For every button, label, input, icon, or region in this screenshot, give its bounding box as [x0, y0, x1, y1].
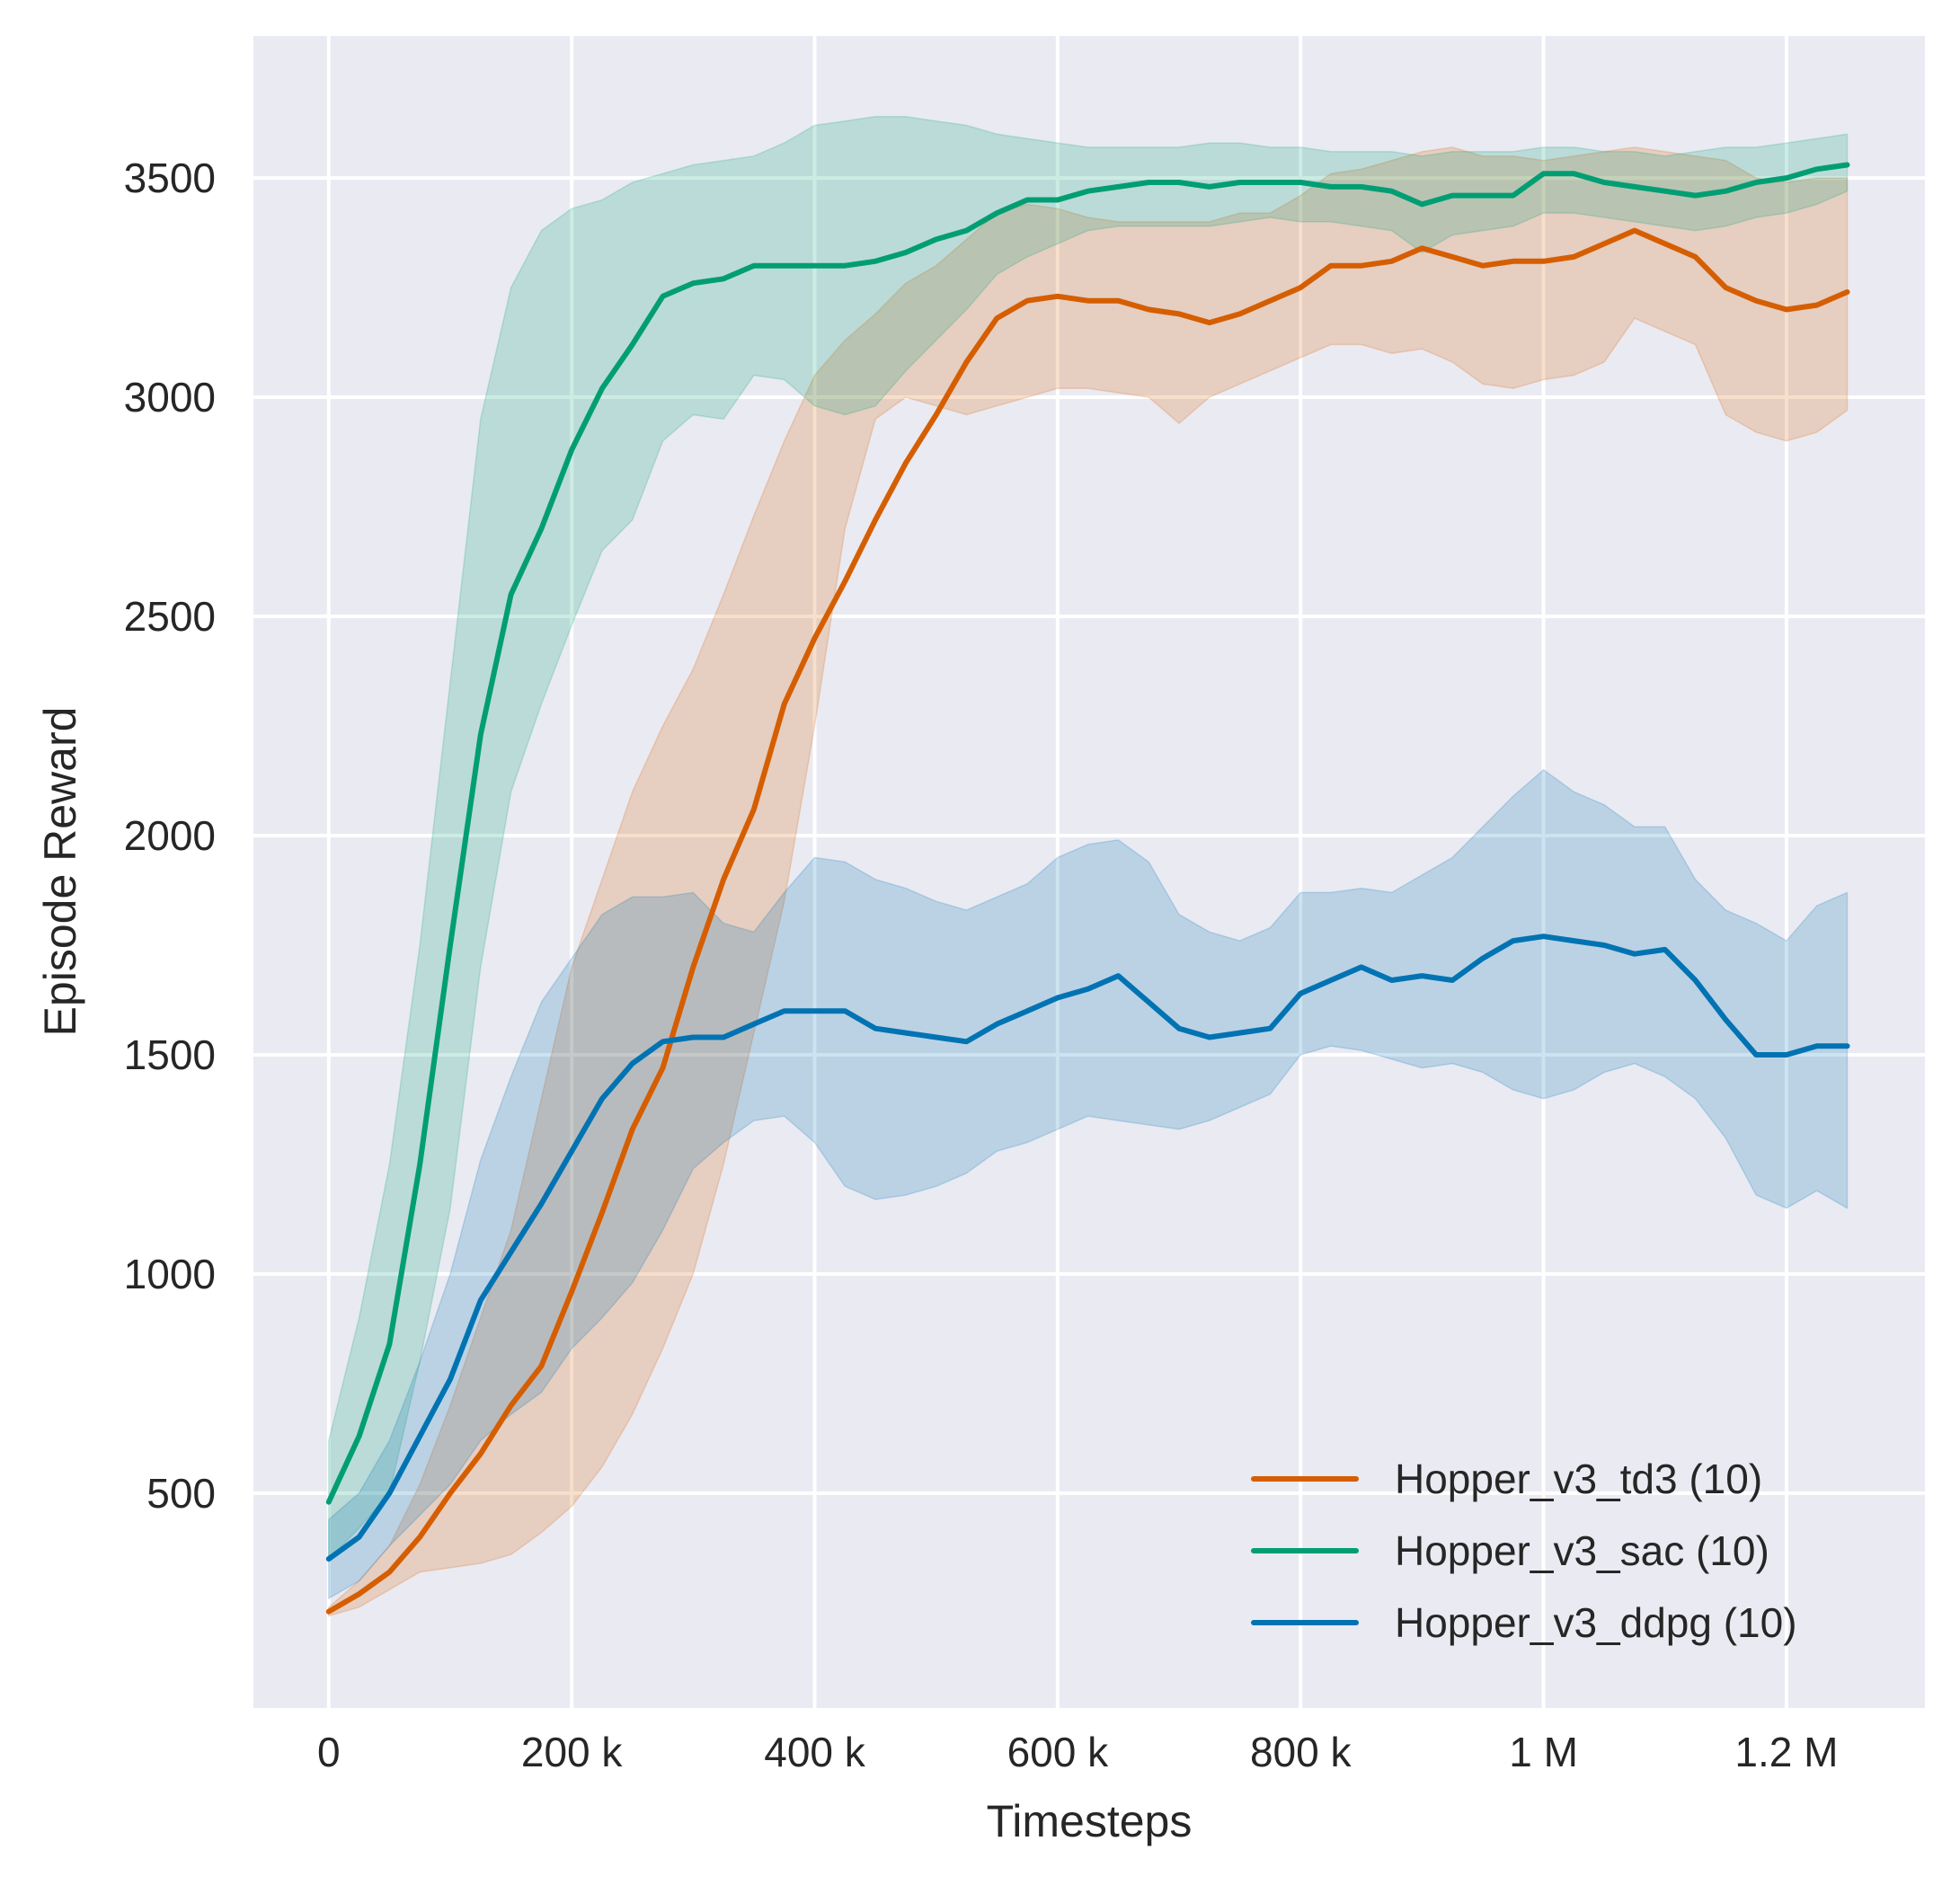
- legend-label: Hopper_v3_sac (10): [1395, 1527, 1769, 1574]
- y-tick-label: 2500: [124, 593, 216, 640]
- confidence-bands: [328, 116, 1849, 1617]
- legend-item: Hopper_v3_ddpg (10): [1251, 1599, 1797, 1646]
- x-axis-label: Timesteps: [987, 1796, 1193, 1846]
- y-tick-label: 3000: [124, 374, 216, 420]
- x-tick-label: 200 k: [521, 1729, 624, 1775]
- x-tick-label: 800 k: [1250, 1729, 1352, 1775]
- legend: Hopper_v3_td3 (10) Hopper_v3_sac (10) Hopp…: [1251, 1456, 1797, 1646]
- legend-item: Hopper_v3_sac (10): [1251, 1527, 1769, 1574]
- series-line-0: [325, 227, 1850, 1615]
- y-tick-label: 1000: [124, 1251, 216, 1297]
- x-tick-label: 0: [317, 1729, 341, 1775]
- y-axis-label: Episode Reward: [35, 707, 85, 1037]
- series-line-2: [325, 934, 1850, 1562]
- y-tick-label: 2000: [124, 812, 216, 859]
- x-tick-label: 1 M: [1509, 1729, 1578, 1775]
- grid-lines: [253, 36, 1925, 1708]
- x-tick-label: 600 k: [1007, 1729, 1110, 1775]
- y-tick-label: 3500: [124, 155, 216, 201]
- legend-item: Hopper_v3_td3 (10): [1251, 1456, 1762, 1502]
- plot-background: [253, 36, 1925, 1708]
- confidence-band-1: [328, 116, 1849, 1561]
- y-tick-label: 500: [146, 1470, 216, 1517]
- series-line-1: [325, 162, 1850, 1505]
- legend-label: Hopper_v3_td3 (10): [1395, 1456, 1762, 1502]
- y-tick-label: 1500: [124, 1031, 216, 1078]
- confidence-band-0: [328, 146, 1849, 1617]
- x-tick-label: 400 k: [764, 1729, 866, 1775]
- x-tick-labels: 0 200 k 400 k 600 k 800 k 1 M 1.2 M: [317, 1729, 1838, 1775]
- y-tick-labels: 500 1000 1500 2000 2500 3000 3500: [124, 155, 216, 1517]
- legend-label: Hopper_v3_ddpg (10): [1395, 1599, 1797, 1646]
- series-lines: [325, 162, 1850, 1615]
- x-tick-label: 1.2 M: [1734, 1729, 1838, 1775]
- confidence-band-2: [328, 768, 1849, 1600]
